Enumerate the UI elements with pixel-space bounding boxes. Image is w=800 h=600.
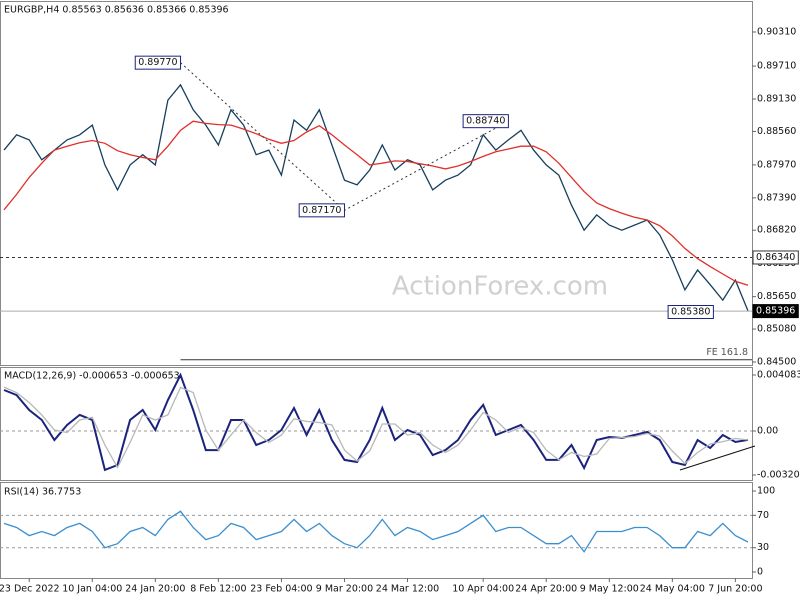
annotation-box	[667, 305, 714, 320]
series-line	[3, 510, 749, 553]
x-tick-label: 24 May 04:00	[640, 584, 705, 595]
x-tick-label: 24 Mar 12:00	[376, 584, 439, 595]
watermark: ActionForex.com	[392, 272, 608, 302]
x-tick-label: 24 Apr 20:00	[515, 584, 577, 595]
x-tick-label: 8 Feb 12:00	[190, 584, 246, 595]
series-line	[3, 120, 749, 286]
series-line	[3, 386, 749, 469]
y-tick-label: -0.003209	[757, 470, 800, 481]
level-label-box	[752, 250, 799, 265]
macd-panel	[0, 367, 753, 481]
series-line	[3, 83, 749, 312]
macd-trendline	[679, 445, 756, 471]
y-tick-label: 30	[757, 542, 769, 553]
y-tick-label: 0.88560	[757, 126, 796, 137]
y-tick-label: 0.85080	[757, 324, 796, 335]
last-price-box	[752, 304, 799, 319]
x-tick-label: 7 Jun 20:00	[708, 584, 762, 595]
y-tick-label: 0.89710	[757, 61, 796, 72]
x-tick-label: 10 Apr 04:00	[452, 584, 514, 595]
annotation-label: 0.88740	[466, 116, 505, 127]
price-panel	[0, 1, 753, 366]
chart-title: EURGBP,H4 0.85563 0.85636 0.85366 0.8539…	[4, 5, 229, 16]
last-price-label: 0.85396	[756, 306, 795, 317]
x-tick-label: 23 Dec 2022	[0, 584, 60, 595]
x-tick-label: 24 Jan 20:00	[125, 584, 185, 595]
y-tick-label: 0	[757, 567, 763, 578]
fe-label: FE 161.8	[706, 347, 748, 358]
y-tick-label: 0.86820	[757, 225, 796, 236]
y-tick-label: 0.87970	[757, 159, 796, 170]
y-tick-label: 100	[757, 486, 775, 497]
y-tick-label: 0.00	[757, 425, 778, 436]
x-tick-label: 10 Jan 04:00	[62, 584, 122, 595]
x-tick-label: 9 Mar 20:00	[316, 584, 373, 595]
y-tick-label: 0.87390	[757, 192, 796, 203]
y-tick-label: 0.89130	[757, 94, 796, 105]
macd-title: MACD(12,26,9) -0.000653 -0.000653	[4, 371, 180, 382]
y-tick-label: 0.90310	[757, 26, 796, 37]
level-label: 0.86340	[756, 252, 795, 263]
annotation-box	[134, 55, 182, 70]
annotation-label: 0.89770	[138, 57, 177, 68]
x-tick-label: 9 May 12:00	[580, 584, 639, 595]
annotation-box	[298, 203, 345, 218]
y-tick-label: 0.85650	[757, 291, 796, 302]
y-tick-label: 70	[757, 510, 769, 521]
rsi-title: RSI(14) 36.7753	[4, 487, 81, 498]
annotation-label: 0.87170	[302, 205, 341, 216]
x-tick-label: 23 Feb 04:00	[250, 584, 312, 595]
annotation-box	[462, 114, 509, 129]
y-tick-label: 0.004083	[757, 369, 800, 380]
rsi-panel	[0, 482, 753, 579]
y-tick-label: 0.84500	[757, 356, 796, 367]
annotation-label: 0.85380	[671, 307, 710, 318]
